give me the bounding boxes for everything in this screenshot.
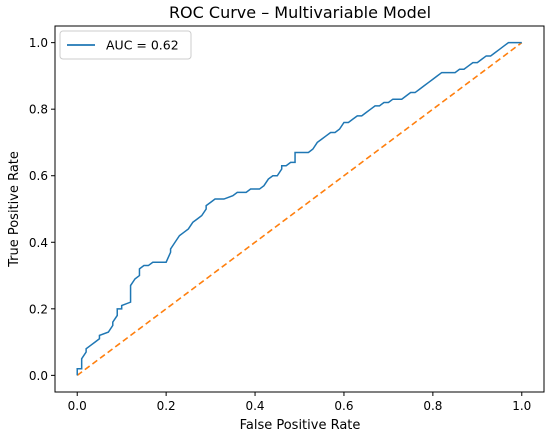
y-tick-label: 0.8 [29, 103, 48, 117]
y-tick-label: 1.0 [29, 36, 48, 50]
x-tick-label: 0.0 [68, 399, 87, 413]
y-tick-label: 0.6 [29, 169, 48, 183]
series-layer [76, 41, 523, 377]
x-ticks: 0.0 0.2 0.4 0.6 0.8 1.0 [68, 392, 531, 413]
x-tick-label: 0.2 [157, 399, 176, 413]
y-tick-label: 0.0 [29, 369, 48, 383]
plot-frame [54, 25, 545, 393]
chance-diagonal-line [76, 41, 523, 377]
y-tick-label: 0.2 [29, 302, 48, 316]
legend-box [59, 30, 192, 60]
chart-title: ROC Curve – Multivariable Model [169, 3, 431, 22]
legend-label: AUC = 0.62 [106, 38, 179, 53]
x-tick-label: 0.6 [334, 399, 353, 413]
legend: AUC = 0.62 [59, 30, 192, 60]
roc-curve-line [76, 41, 522, 376]
y-axis-label: True Positive Rate [7, 151, 22, 268]
x-tick-label: 0.4 [245, 399, 264, 413]
x-tick-label: 0.8 [423, 399, 442, 413]
y-tick-label: 0.4 [29, 236, 48, 250]
x-axis-label: False Positive Rate [240, 418, 361, 433]
y-ticks: 0.0 0.2 0.4 0.6 0.8 1.0 [29, 36, 55, 383]
x-tick-label: 1.0 [512, 399, 531, 413]
